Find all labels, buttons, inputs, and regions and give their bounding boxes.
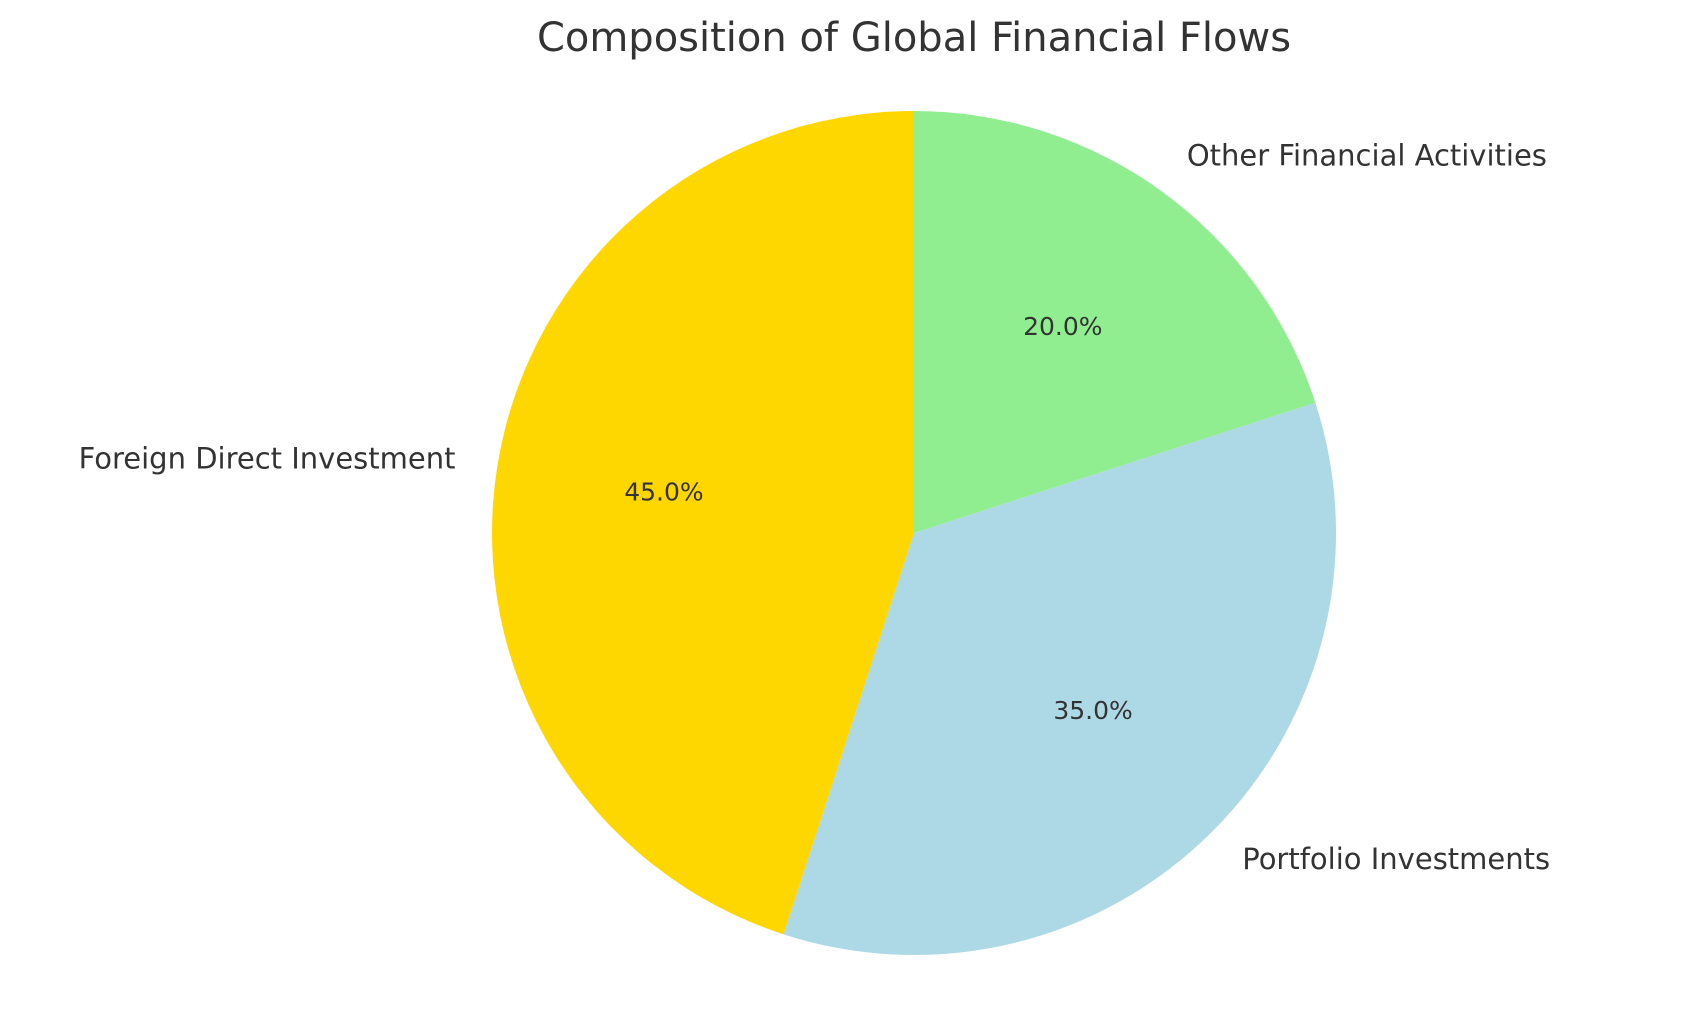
slice-label: Portfolio Investments	[1242, 842, 1550, 876]
pie-slice	[492, 111, 914, 935]
value-label: 45.0%	[624, 477, 703, 506]
pie-slice	[783, 402, 1336, 955]
slice-label: Other Financial Activities	[1187, 138, 1547, 172]
value-label: 35.0%	[1053, 696, 1132, 725]
slice-label: Foreign Direct Investment	[79, 441, 456, 475]
chart-title: Composition of Global Financial Flows	[537, 15, 1291, 61]
pie-slice	[914, 111, 1316, 533]
value-label: 20.0%	[1023, 312, 1102, 341]
